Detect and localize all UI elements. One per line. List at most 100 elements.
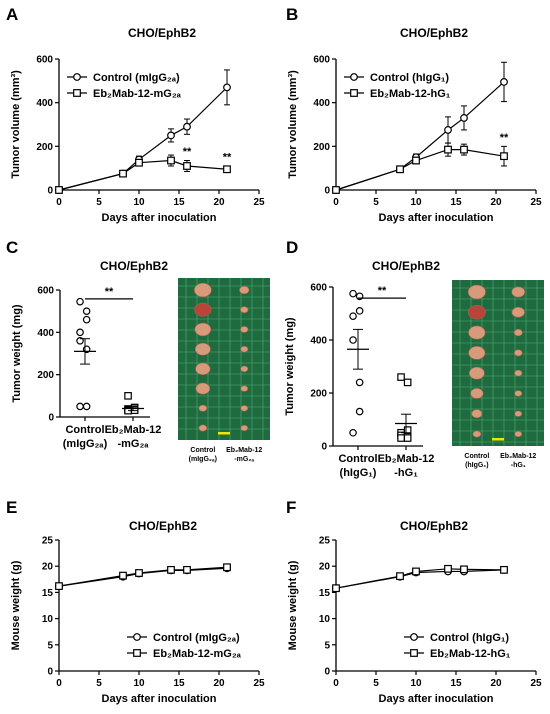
tumor-d — [511, 286, 526, 298]
series-line-f-1 — [335, 568, 505, 589]
y-tick-label-c: 600 — [37, 286, 54, 297]
chart-title-e: CHO/EphB2 — [129, 519, 197, 533]
series-line-b-1 — [335, 149, 505, 191]
y-tick-label-d: 0 — [321, 442, 327, 453]
data-point-f-1 — [500, 565, 508, 574]
data-point-b-1 — [396, 165, 404, 174]
data-point-a-1 — [55, 186, 63, 194]
data-point-d-1 — [403, 378, 412, 387]
x-tick-label-a: 25 — [253, 197, 265, 208]
data-point-c-0 — [82, 402, 91, 411]
x-axis-label-f: Days after inoculation — [379, 693, 494, 705]
category-label-d: (hIgG₁) — [340, 467, 377, 479]
x-tick-label-a: 20 — [213, 197, 225, 208]
tumor-d — [514, 369, 523, 377]
tumor-c — [194, 342, 211, 356]
x-axis-label-e: Days after inoculation — [102, 693, 217, 705]
x-tick-label-b: 10 — [410, 197, 422, 208]
y-tick-label-b: 0 — [324, 186, 330, 197]
y-tick-label-b: 600 — [313, 55, 330, 66]
data-point-d-1 — [397, 373, 405, 381]
y-tick-label-e: 5 — [47, 640, 53, 651]
legend-label-f: Control (hIgG₁) — [430, 632, 509, 644]
photo-label-c: Control — [190, 447, 215, 454]
y-tick-label-f: 20 — [319, 562, 331, 573]
y-tick-label-a: 200 — [36, 142, 53, 153]
data-point-b-0 — [444, 126, 452, 134]
photo-label-d: -hG₁ — [511, 462, 526, 469]
data-point-b-1 — [444, 145, 452, 154]
data-point-f-1 — [412, 567, 420, 576]
x-tick-label-a: 10 — [133, 197, 145, 208]
chart-title-f: CHO/EphB2 — [400, 519, 468, 533]
y-axis-label-b: Tumor volume (mm³) — [287, 70, 299, 179]
tumor-photo-c — [178, 278, 270, 440]
series-line-a-1 — [58, 159, 228, 191]
tumor-d — [468, 345, 486, 360]
data-point-c-0 — [76, 328, 84, 337]
category-label-c: Control — [65, 424, 104, 436]
panel-label-c: C — [6, 238, 18, 257]
legend-label-b: Control (hIgG₁) — [370, 72, 449, 84]
significance-mark-d: ** — [378, 285, 387, 297]
y-tick-label-f: 15 — [319, 588, 331, 599]
y-axis-label-d: Tumor weight (mg) — [284, 317, 296, 416]
x-tick-label-a: 15 — [173, 197, 185, 208]
chart-title-b: CHO/EphB2 — [400, 26, 468, 40]
legend-label-e: Eb₂Mab-12-mG₂ₐ — [153, 648, 242, 660]
x-tick-label-f: 10 — [410, 678, 422, 689]
x-axis-label-a: Days after inoculation — [102, 212, 217, 224]
x-tick-label-a: 0 — [56, 197, 62, 208]
series-line-e-1 — [58, 566, 228, 587]
y-tick-label-e: 0 — [47, 667, 53, 678]
tumor-d — [468, 325, 486, 340]
legend-label-f: Eb₂Mab-12-hG₁ — [430, 648, 511, 660]
y-tick-label-f: 10 — [319, 614, 331, 625]
data-point-a-1 — [119, 169, 127, 178]
category-label-c: -mG₂ₐ — [117, 438, 149, 450]
data-point-d-0 — [355, 307, 364, 315]
data-point-d-1 — [403, 434, 412, 442]
x-tick-label-a: 5 — [96, 197, 102, 208]
data-point-d-1 — [397, 434, 405, 442]
data-point-b-0 — [460, 114, 468, 122]
y-tick-label-c: 200 — [37, 370, 54, 381]
data-point-b-1 — [332, 186, 340, 194]
category-label-d: -hG₁ — [394, 467, 418, 479]
data-point-c-0 — [82, 315, 91, 324]
data-point-a-0 — [223, 83, 231, 92]
data-point-d-0 — [349, 428, 357, 437]
x-tick-label-f: 20 — [490, 678, 502, 689]
tumor-d — [511, 306, 525, 318]
x-tick-label-b: 20 — [490, 197, 502, 208]
data-point-b-1 — [500, 152, 508, 161]
panel-label-b: B — [286, 5, 298, 24]
legend-marker-a — [73, 73, 81, 81]
y-tick-label-a: 400 — [36, 98, 53, 109]
x-tick-label-e: 20 — [213, 678, 225, 689]
significance-mark-a: ** — [183, 146, 192, 158]
x-axis-label-b: Days after inoculation — [379, 212, 494, 224]
data-point-e-1 — [135, 569, 143, 577]
x-tick-label-e: 0 — [56, 678, 62, 689]
x-tick-label-e: 10 — [133, 678, 145, 689]
tumor-d — [467, 305, 486, 320]
photo-label-d: Eb₂Mab-12 — [500, 453, 536, 460]
y-axis-label-a: Tumor volume (mm³) — [10, 70, 22, 179]
panel-label-f: F — [286, 498, 296, 517]
data-point-c-0 — [76, 402, 84, 411]
photo-label-d: (hIgG₁) — [465, 462, 489, 469]
data-point-f-1 — [444, 564, 452, 573]
data-point-c-0 — [76, 336, 84, 345]
x-tick-label-f: 15 — [450, 678, 462, 689]
data-point-f-1 — [396, 572, 404, 581]
data-point-d-0 — [355, 407, 364, 416]
legend-marker-e — [133, 649, 141, 657]
data-point-d-0 — [349, 289, 357, 298]
series-line-f-0 — [335, 569, 505, 589]
x-tick-label-b: 15 — [450, 197, 462, 208]
data-point-c-1 — [124, 392, 132, 400]
y-tick-label-e: 20 — [42, 562, 54, 573]
data-point-a-1 — [167, 156, 175, 165]
legend-label-e: Control (mIgG₂ₐ) — [153, 632, 240, 644]
